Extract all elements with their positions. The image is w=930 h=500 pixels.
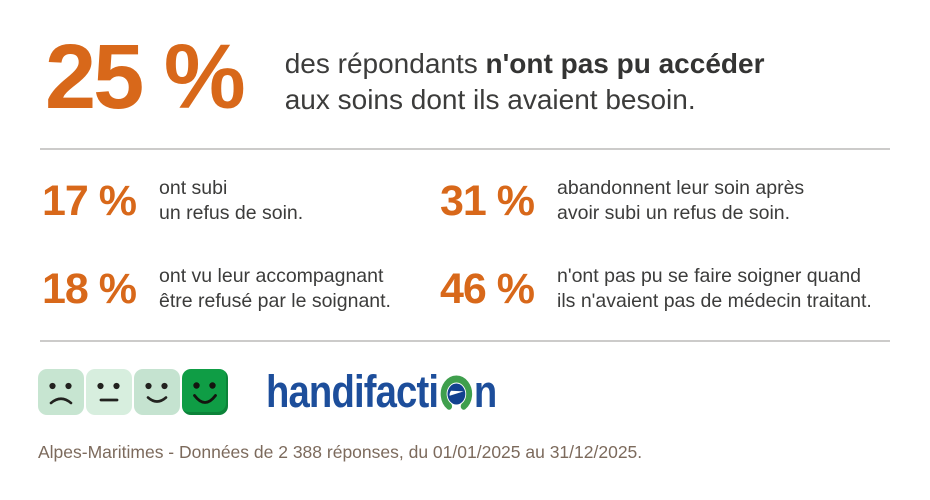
divider-bottom [40,339,890,342]
stat-line1: ont vu leur accompagnant [159,265,384,288]
hero-percentage: 25 % [45,26,246,128]
mood-faces-scale [38,368,230,415]
stat-description: ont vu leur accompagnant être refusé par… [159,264,391,314]
stat-description: ont subi un refus de soin. [159,176,303,226]
stat-line1: n'ont pas pu se faire soigner quand [557,265,862,288]
hero-description: des répondants n'ont pas pu accéder aux … [285,46,765,118]
wordmark-suffix: n [473,366,497,418]
hero-section: 25 % des répondants n'ont pas pu accéder… [0,0,930,128]
stats-grid: 17 % ont subi un refus de soin. 31 % aba… [0,150,930,314]
divider-top [40,148,890,151]
handifaction-logo: handifacti n [0,342,930,415]
stat-percentage: 46 % [440,264,535,313]
stat-line1: abandonnent leur soin après [557,177,805,200]
stat-description: abandonnent leur soin après avoir subi u… [557,176,804,226]
stat-line2: un refus de soin. [159,202,304,225]
stat-percentage: 17 % [42,176,137,225]
handifaction-wordmark: handifacti n [266,366,497,418]
neutral-face-icon [86,368,132,415]
stat-percentage: 31 % [440,176,535,225]
smile-face-icon [134,368,180,415]
happy-face-icon [182,368,228,415]
stat-abandon-soin: 31 % abandonnent leur soin après avoir s… [440,176,900,226]
stat-description: n'ont pas pu se faire soigner quand ils … [557,264,872,314]
stat-line1: ont subi [159,177,228,200]
sad-face-icon [38,368,84,415]
data-source-note: Alpes-Maritimes - Données de 2 388 répon… [38,441,643,462]
stat-accompagnant-refuse: 18 % ont vu leur accompagnant être refus… [42,264,440,314]
gauge-icon [440,376,472,411]
stat-sans-medecin-traitant: 46 % n'ont pas pu se faire soigner quand… [440,264,900,314]
hero-line1-bold: n'ont pas pu accéder [485,48,765,79]
stat-percentage: 18 % [42,264,137,313]
hero-line2: aux soins dont ils avaient besoin. [284,83,696,115]
stat-line2: avoir subi un refus de soin. [557,202,791,225]
wordmark-prefix: handifacti [266,366,439,418]
stat-line2: ils n'avaient pas de médecin traitant. [557,290,872,313]
stat-line2: être refusé par le soignant. [159,290,391,313]
stat-refus-de-soin: 17 % ont subi un refus de soin. [42,176,440,226]
hero-line1-normal: des répondants [284,48,486,79]
